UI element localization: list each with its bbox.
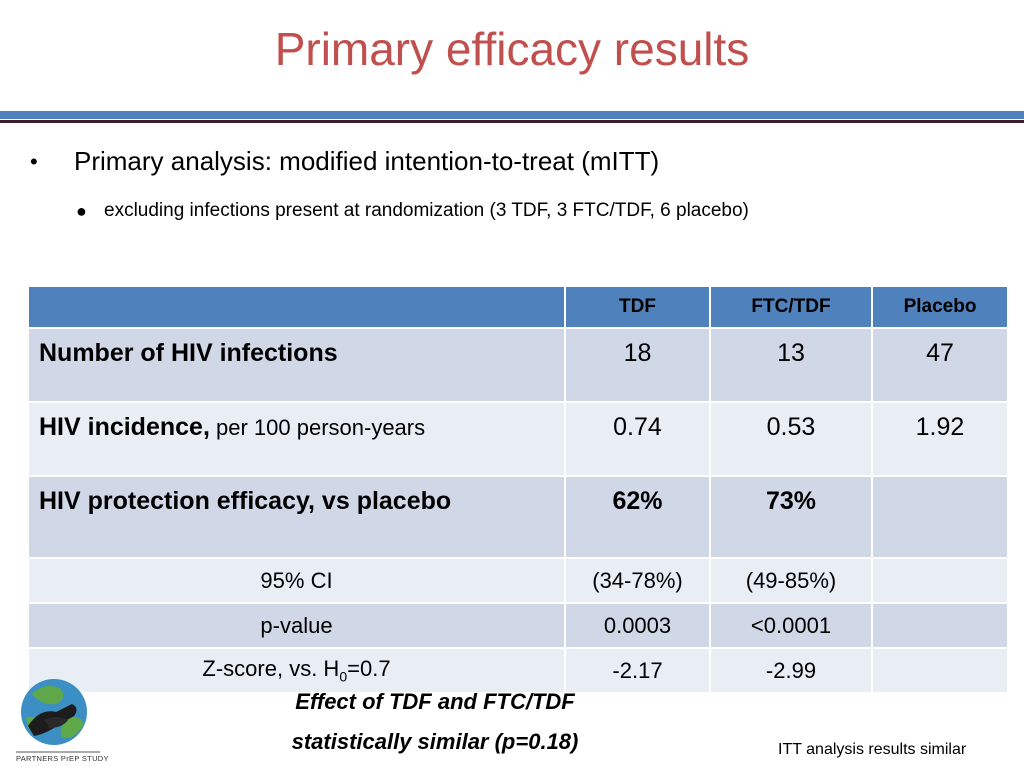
cell-ftc-tdf: <0.0001 — [709, 602, 873, 649]
bullet-excluding: ● excluding infections present at random… — [76, 200, 749, 222]
cell-tdf: -2.17 — [564, 647, 711, 694]
cell-tdf: 18 — [564, 327, 711, 403]
zscore-label-pre: Z-score, vs. H — [202, 656, 340, 682]
row-label: HIV protection efficacy, vs placebo — [27, 475, 566, 559]
header-cell-empty — [27, 285, 566, 329]
cell-placebo: 47 — [871, 327, 1009, 403]
row-label: 95% CI — [27, 557, 566, 604]
cell-placebo — [871, 602, 1009, 649]
note-line-1: Effect of TDF and FTC/TDF — [295, 689, 575, 714]
table-header-row: TDF FTC/TDF Placebo — [27, 285, 1009, 329]
table-row-ci: 95% CI (34-78%) (49-85%) — [27, 557, 1009, 604]
cell-tdf: 0.74 — [564, 401, 711, 477]
note-line-2: statistically similar (p=0.18) — [291, 729, 579, 754]
cell-ftc-tdf: -2.99 — [709, 647, 873, 694]
cell-ftc-tdf: 13 — [709, 327, 873, 403]
title-divider-blue — [0, 111, 1024, 119]
row-label: p-value — [27, 602, 566, 649]
cell-ftc-tdf: (49-85%) — [709, 557, 873, 604]
cell-ftc-tdf: 0.53 — [709, 401, 873, 477]
efficacy-results-table: TDF FTC/TDF Placebo Number of HIV infect… — [27, 285, 1009, 694]
bullet-dot-icon: ● — [76, 200, 87, 221]
cell-placebo — [871, 475, 1009, 559]
bullet-dot-icon: • — [30, 148, 38, 174]
table-row-zscore: Z-score, vs. H0=0.7 -2.17 -2.99 — [27, 647, 1009, 694]
bullet-sub-text: excluding infections present at randomiz… — [104, 200, 749, 221]
title-divider-dark — [0, 120, 1024, 123]
zscore-label-post: =0.7 — [347, 656, 391, 682]
table-row-efficacy: HIV protection efficacy, vs placebo 62% … — [27, 475, 1009, 559]
header-cell-placebo: Placebo — [871, 285, 1009, 329]
cell-tdf: (34-78%) — [564, 557, 711, 604]
bullet-primary-text: Primary analysis: modified intention-to-… — [74, 146, 660, 176]
row-label: Z-score, vs. H0=0.7 — [27, 647, 566, 694]
row-label: Number of HIV infections — [27, 327, 566, 403]
table-row-infections: Number of HIV infections 18 13 47 — [27, 327, 1009, 403]
similarity-note: Effect of TDF and FTC/TDF statistically … — [255, 682, 615, 762]
slide-title: Primary efficacy results — [274, 23, 750, 75]
logo-caption: PARTNERS PrEP STUDY — [16, 754, 109, 763]
cell-ftc-tdf: 73% — [709, 475, 873, 559]
header-cell-tdf: TDF — [564, 285, 711, 329]
cell-placebo — [871, 647, 1009, 694]
table-row-incidence: HIV incidence, per 100 person-years 0.74… — [27, 401, 1009, 477]
header-cell-ftc-tdf: FTC/TDF — [709, 285, 873, 329]
zscore-label-subscript: 0 — [339, 668, 348, 685]
cell-placebo — [871, 557, 1009, 604]
row-label-unit: per 100 person-years — [209, 415, 426, 440]
itt-note: ITT analysis results similar — [778, 741, 967, 758]
cell-placebo: 1.92 — [871, 401, 1009, 477]
row-label-bold: HIV incidence, — [39, 413, 210, 441]
row-label: HIV incidence, per 100 person-years — [27, 401, 566, 477]
cell-tdf: 0.0003 — [564, 602, 711, 649]
table-row-pvalue: p-value 0.0003 <0.0001 — [27, 602, 1009, 649]
bullet-primary-analysis: • Primary analysis: modified intention-t… — [30, 146, 659, 177]
partners-prep-logo-icon — [16, 679, 100, 753]
cell-tdf: 62% — [564, 475, 711, 559]
